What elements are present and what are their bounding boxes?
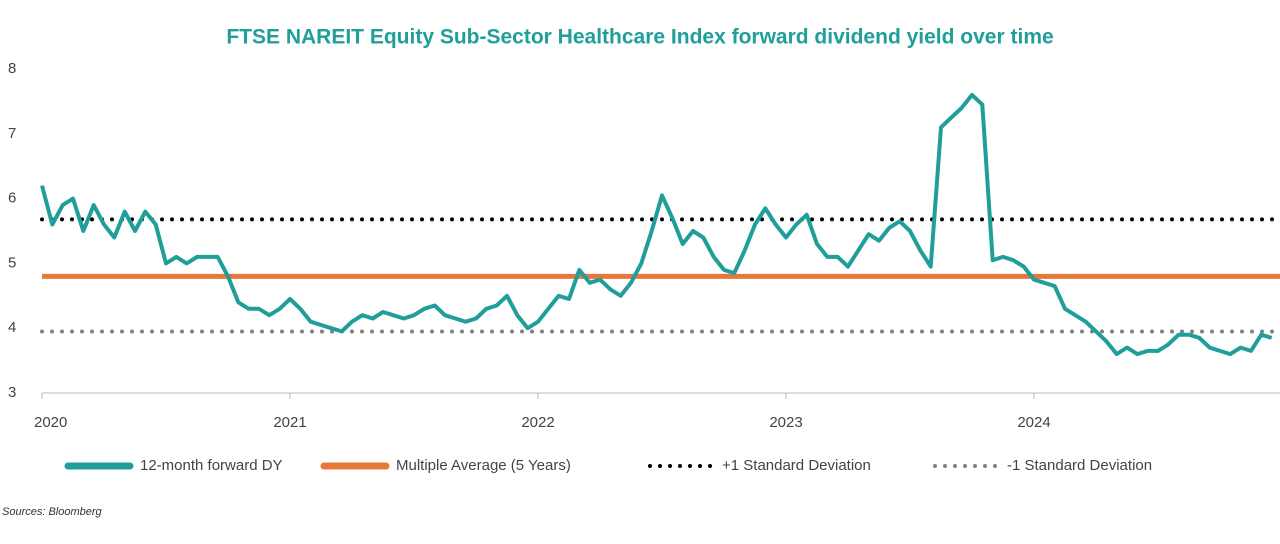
- chart-title: FTSE NAREIT Equity Sub-Sector Healthcare…: [226, 26, 1053, 49]
- x-tick-label: 2021: [273, 414, 306, 431]
- x-tick-label: 2023: [769, 414, 802, 431]
- source: Sources: Bloomberg: [2, 506, 103, 518]
- data-line: [40, 92, 1273, 357]
- y-tick-label: 3: [8, 384, 16, 401]
- legend-label: Multiple Average (5 Years): [396, 457, 571, 474]
- legend-label: 12-month forward DY: [140, 457, 283, 474]
- x-tick-label: 2022: [521, 414, 554, 431]
- x-tick-label: 2024: [1017, 414, 1050, 431]
- legend-label: -1 Standard Deviation: [1007, 457, 1152, 474]
- x-tick-label: 2020: [34, 414, 67, 431]
- legend-label: +1 Standard Deviation: [722, 457, 871, 474]
- y-tick-label: 4: [8, 319, 16, 336]
- y-tick-label: 7: [8, 125, 16, 142]
- y-tick-label: 8: [8, 60, 16, 77]
- y-tick-label: 6: [8, 190, 16, 207]
- y-tick-label: 5: [8, 254, 16, 271]
